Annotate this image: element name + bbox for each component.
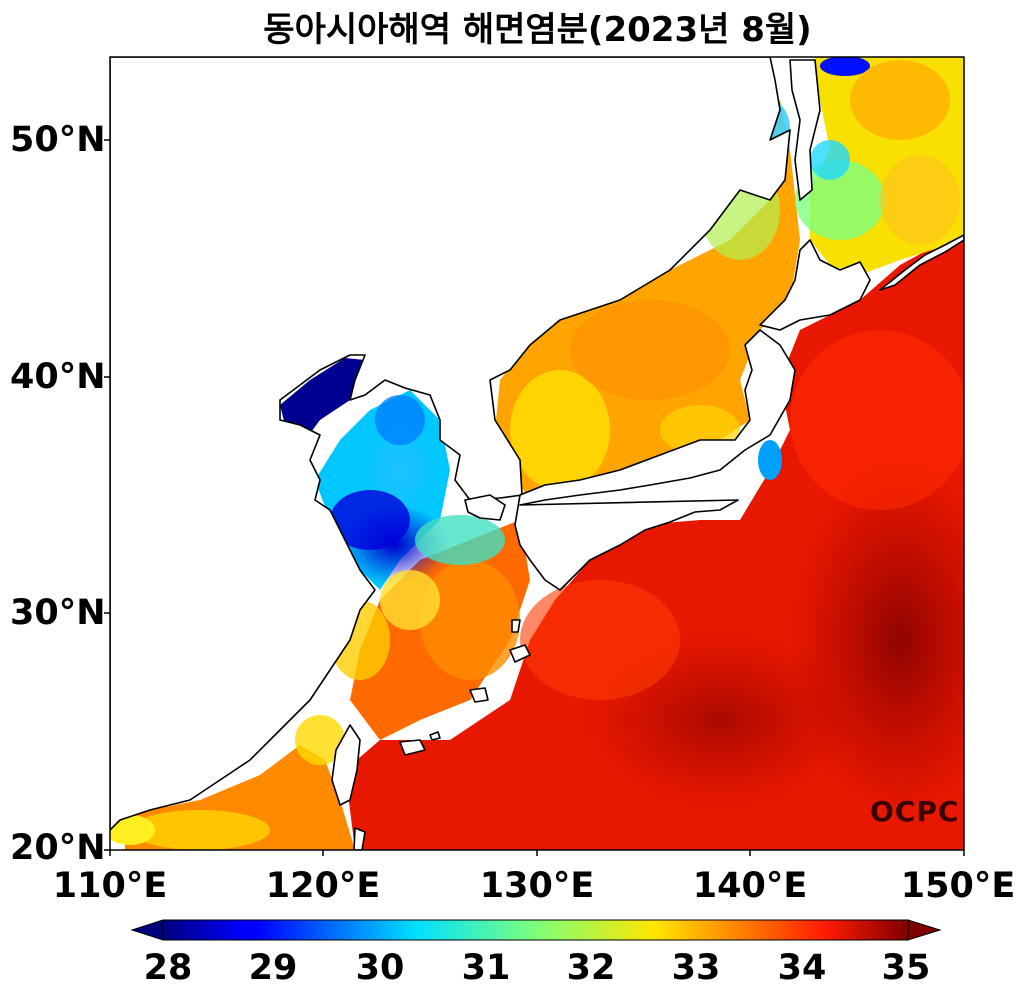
colorbar-label-29: 29 [248,948,298,988]
colorbar-label-33: 33 [671,948,721,988]
colorbar [130,919,942,941]
colorbar-label-30: 30 [355,948,405,988]
axis-ticks [104,139,965,856]
x-tick-label-140e: 140°E [692,866,808,906]
colorbar-label-32: 32 [566,948,616,988]
ocpc-watermark: OCPC [870,795,960,828]
x-tick-label-120e: 120°E [265,866,381,906]
y-tick-label-40n: 40°N [10,357,106,397]
map-title: 동아시아해역 해면염분(2023년 8월) [263,10,812,50]
y-tick-label-20n: 20°N [10,828,106,868]
colorbar-extend-high [907,919,942,941]
colorbar-label-34: 34 [777,948,827,988]
colorbar-label-35: 35 [881,948,931,988]
y-tick-label-30n: 30°N [10,593,106,633]
coastlines [110,57,964,850]
colorbar-label-31: 31 [461,948,511,988]
colorbar-label-28: 28 [143,948,193,988]
x-tick-label-110e: 110°E [52,866,168,906]
y-tick-label-50n: 50°N [10,120,106,160]
x-tick-label-150e: 150°E [900,866,1016,906]
colorbar-gradient [162,919,909,941]
colorbar-extend-low [130,919,164,941]
x-tick-label-130e: 130°E [479,866,595,906]
